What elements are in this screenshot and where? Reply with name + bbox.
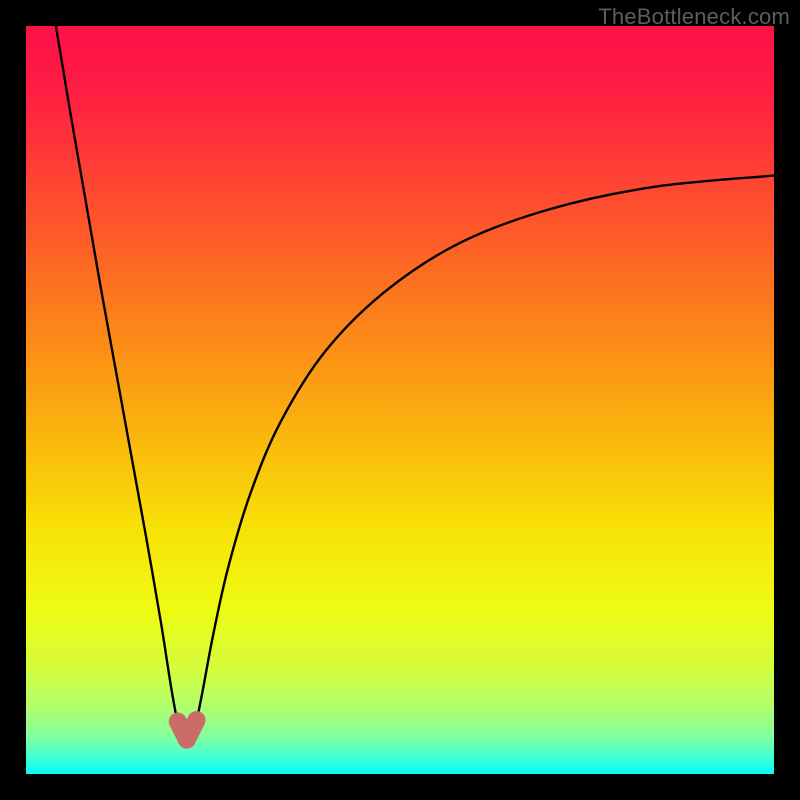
optimum-marker: [178, 731, 196, 749]
attribution-watermark: TheBottleneck.com: [598, 4, 790, 30]
bottleneck-chart: TheBottleneck.com: [0, 0, 800, 800]
chart-gradient-panel: [26, 26, 774, 774]
chart-svg: [0, 0, 800, 800]
optimum-marker: [169, 713, 187, 731]
optimum-marker: [188, 711, 206, 729]
